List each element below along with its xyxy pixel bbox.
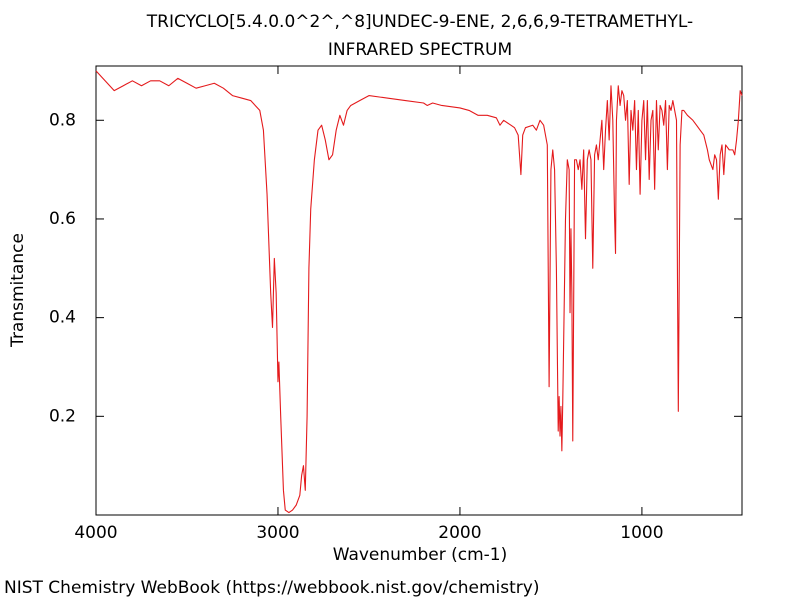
- y-tick-label: 0.6: [49, 209, 76, 229]
- y-axis-label: Transmitance: [8, 233, 28, 348]
- chart-subtitle: INFRARED SPECTRUM: [328, 40, 512, 60]
- spectrum-line: [95, 70, 743, 514]
- x-tick-label: 2000: [438, 523, 481, 543]
- y-tick-label: 0.2: [49, 406, 76, 426]
- footer: NIST Chemistry WebBook (https://webbook.…: [4, 578, 539, 598]
- chart-title: TRICYCLO[5.4.0.0^2^,^8]UNDEC-9-ENE, 2,6,…: [146, 12, 693, 32]
- y-tick-label: 0.8: [49, 110, 76, 130]
- x-tick-label: 1000: [620, 523, 663, 543]
- x-tick-label: 4000: [74, 523, 117, 543]
- x-tick-label: 3000: [256, 523, 299, 543]
- x-axis-label: Wavenumber (cm-1): [333, 545, 508, 565]
- y-tick-label: 0.4: [49, 308, 76, 328]
- plot-frame: [95, 65, 743, 516]
